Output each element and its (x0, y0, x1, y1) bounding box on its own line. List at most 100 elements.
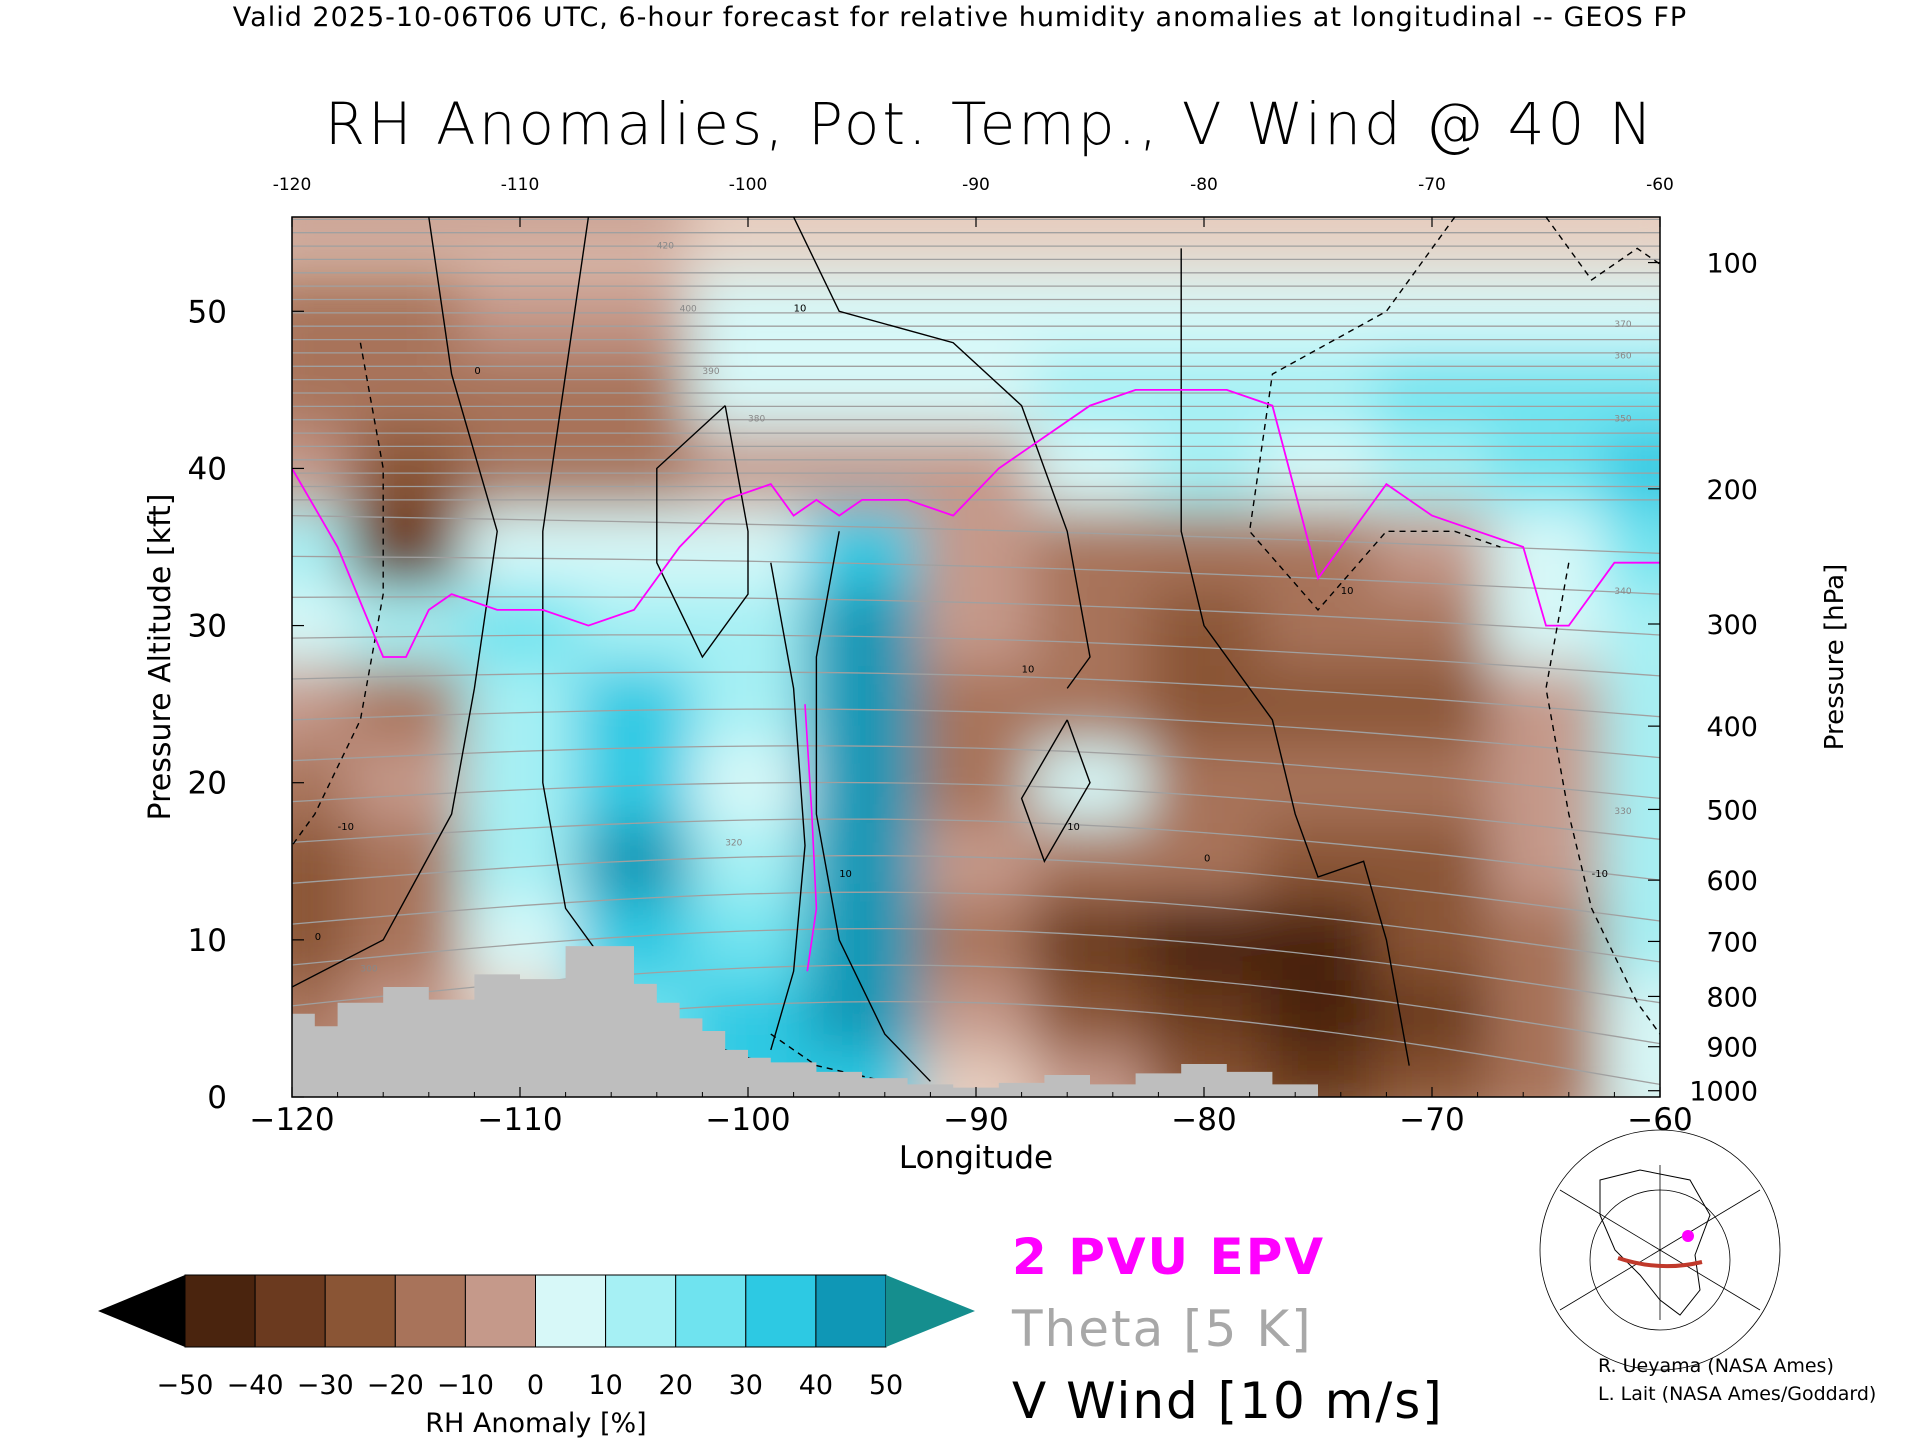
heat-cell (292, 217, 350, 242)
heat-cell (577, 743, 692, 823)
heat-cell (463, 664, 578, 745)
pressure-tick-label: 300 (1706, 610, 1758, 641)
theta-contour-label: 320 (725, 839, 742, 849)
theta-contour-label: 400 (680, 304, 697, 314)
pressure-tick-label: 200 (1706, 475, 1758, 506)
x-axis-label: Longitude (899, 1140, 1053, 1176)
v-wind-contour-label: 10 (1022, 665, 1035, 676)
colorbar-cell (394, 1274, 466, 1348)
heat-cell (1489, 272, 1604, 352)
heat-cell (1261, 272, 1376, 352)
v-wind-contour-label: 0 (315, 932, 321, 943)
theta-contour (292, 818, 1660, 881)
colorbar-cell (675, 1274, 747, 1348)
v-wind-contour (656, 405, 749, 659)
heat-cell (1375, 743, 1490, 823)
theta-contour-label: 420 (657, 241, 674, 251)
heat-cell (1375, 507, 1490, 588)
credit-line-1: R. Ueyama (NASA Ames) (1598, 1355, 1834, 1377)
heat-cell (292, 350, 350, 431)
v-wind-contour (292, 217, 498, 988)
heat-cell (349, 900, 464, 981)
v-wind-contour-label: 10 (839, 869, 852, 880)
top-tick-label: -90 (962, 175, 990, 195)
heat-cell (292, 822, 350, 902)
map-meridian (1559, 1189, 1761, 1311)
heat-cell (1603, 217, 1660, 242)
colorbar-cell (815, 1274, 887, 1348)
colorbar: −50 −40 −30 −20 −10 0 10 20 30 40 50 RH Anomaly [%] (98, 1274, 975, 1439)
top-tick-label: -100 (729, 175, 768, 195)
y-tick-label: 0 (207, 1080, 227, 1116)
heat-cell (1147, 979, 1262, 1051)
colorbar-cell (605, 1274, 677, 1348)
theta-contour (292, 708, 1660, 759)
heat-cell (1261, 217, 1376, 242)
heat-cell (1033, 217, 1148, 242)
colorbar-tick-label: 40 (799, 1370, 833, 1401)
colorbar-tick-label: 20 (659, 1370, 693, 1401)
heat-cell (463, 429, 578, 509)
heat-cell (463, 743, 578, 823)
heat-cell (919, 979, 1034, 1051)
theta-contour (292, 514, 1660, 554)
heat-cell (805, 507, 920, 588)
top-tick-label: -120 (273, 175, 312, 195)
heat-cell (1489, 1049, 1604, 1097)
heat-cell (1147, 429, 1262, 509)
map-marker (1682, 1230, 1694, 1242)
heat-cell (1261, 507, 1376, 588)
heat-cell (1033, 350, 1148, 431)
theta-contour (292, 671, 1660, 718)
heat-cell (1603, 350, 1660, 431)
v-wind-contour-label: 10 (1067, 822, 1080, 833)
heat-cell (919, 586, 1034, 666)
colorbar-tick-label: 30 (729, 1370, 763, 1401)
colorbar-cell (184, 1274, 256, 1348)
theta-contour (292, 855, 1660, 922)
pressure-tick-label: 900 (1706, 1033, 1758, 1064)
heat-cell (1261, 586, 1376, 666)
heat-cell (349, 743, 464, 823)
top-tick-label: -70 (1418, 175, 1446, 195)
theta-contour-label: 360 (1614, 351, 1631, 361)
colorbar-tick-label: −20 (367, 1370, 424, 1401)
heat-cell (1375, 429, 1490, 509)
heat-cell (1603, 272, 1660, 352)
x-tick-label: −100 (705, 1102, 790, 1138)
heat-cell (1375, 900, 1490, 981)
y-tick-label: 50 (188, 294, 227, 330)
v-wind-contour-label: -10 (338, 822, 354, 833)
heat-cell (919, 822, 1034, 902)
heat-cell (919, 507, 1034, 588)
heat-cell (577, 350, 692, 431)
heat-cell (1603, 900, 1660, 981)
heat-cell (577, 272, 692, 352)
heat-cell (1147, 272, 1262, 352)
heat-cell (577, 217, 692, 242)
colorbar-cell (535, 1274, 607, 1348)
heat-cell (805, 822, 920, 902)
theta-contour (292, 596, 1660, 636)
heat-cell (1603, 429, 1660, 509)
y2-axis-label: Pressure [hPa] (1820, 564, 1850, 751)
chart-title: RH Anomalies, Pot. Temp., V Wind @ 40 N (324, 90, 1656, 158)
heat-cell (349, 272, 464, 352)
heat-cell (805, 664, 920, 745)
heat-cell (691, 350, 806, 431)
terrain-mask (292, 946, 1660, 1097)
heat-cell (292, 507, 350, 588)
heat-cell (1603, 507, 1660, 588)
top-tick-label: -60 (1646, 175, 1674, 195)
heat-cell (805, 429, 920, 509)
top-tick-label: -80 (1190, 175, 1218, 195)
theta-contour-label: 330 (1614, 807, 1631, 817)
map-continent-outline (1599, 1169, 1711, 1316)
theta-contour-label: 380 (748, 414, 765, 424)
heat-cell (805, 272, 920, 352)
theta-contour (292, 927, 1660, 1004)
top-tick-label: -110 (501, 175, 540, 195)
v-wind-contour (792, 217, 1091, 689)
colorbar-cell (745, 1274, 817, 1348)
